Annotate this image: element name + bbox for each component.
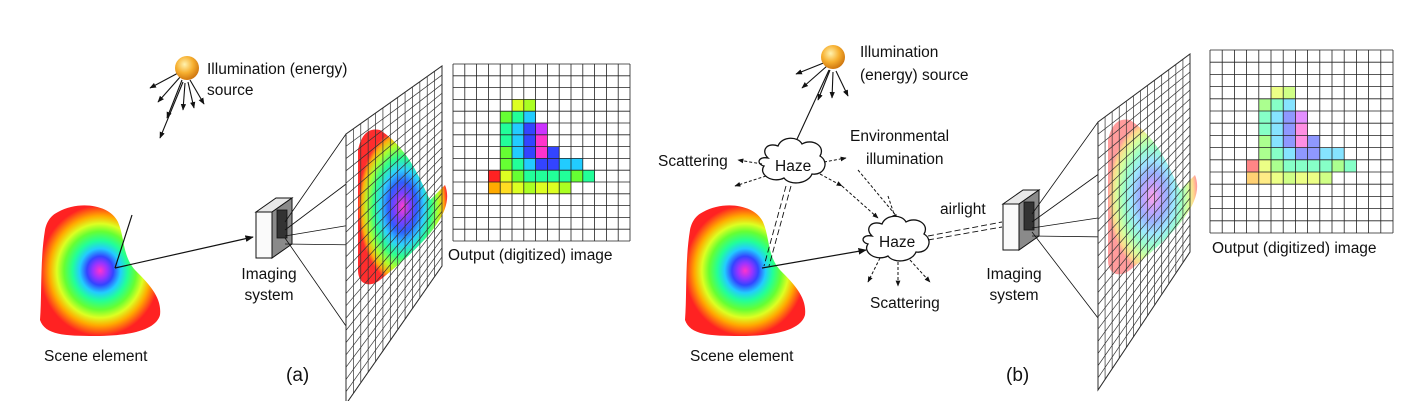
digitized-image-icon-b [1209,49,1394,234]
illumination-label-b-line2: (energy) source [860,67,969,84]
imaging-label-b-line2: system [989,287,1039,304]
illumination-label-a-line2: source [207,82,254,99]
imaging-label-a-line1: Imaging [241,266,297,283]
output-label-b: Output (digitized) image [1212,240,1377,257]
airlight-label: airlight [940,201,986,218]
haze-label-top: Haze [775,158,812,175]
environmental-label-line2: illumination [866,151,944,168]
haze-cloud-icon-top [758,137,826,184]
scene-element-icon [685,205,806,336]
panel-label-a: (a) [286,365,310,386]
illumination-source-a [149,56,205,139]
panel-label-b: (b) [1006,365,1030,386]
illumination-source-b [791,45,849,151]
scene-label-a: Scene element [44,348,148,365]
sensor-grid-icon-b [1097,53,1198,392]
illumination-label-a-line1: Illumination (energy) [207,61,348,78]
haze-label-middle: Haze [879,234,916,251]
imaging-label-b-line1: Imaging [986,266,1042,283]
digitized-image-icon-a [452,63,631,242]
imaging-label-a-line2: system [244,287,294,304]
sun-icon [821,45,845,69]
sun-icon [175,56,199,80]
scene-label-b: Scene element [690,348,794,365]
output-label-a: Output (digitized) image [448,247,613,264]
panel-a [40,56,631,401]
sensor-grid-icon-a [345,65,448,401]
haze-cloud-icon-middle [862,215,930,262]
scene-element-icon [40,205,161,336]
environmental-label-line1: Environmental [850,128,950,145]
illumination-label-b-line1: Illumination [860,44,939,61]
camera-icon-b [1001,189,1041,251]
camera-icon-a [254,197,294,259]
scattering-label-top: Scattering [658,153,728,170]
panel-b [685,45,1394,392]
scattering-label-bottom: Scattering [870,295,940,312]
